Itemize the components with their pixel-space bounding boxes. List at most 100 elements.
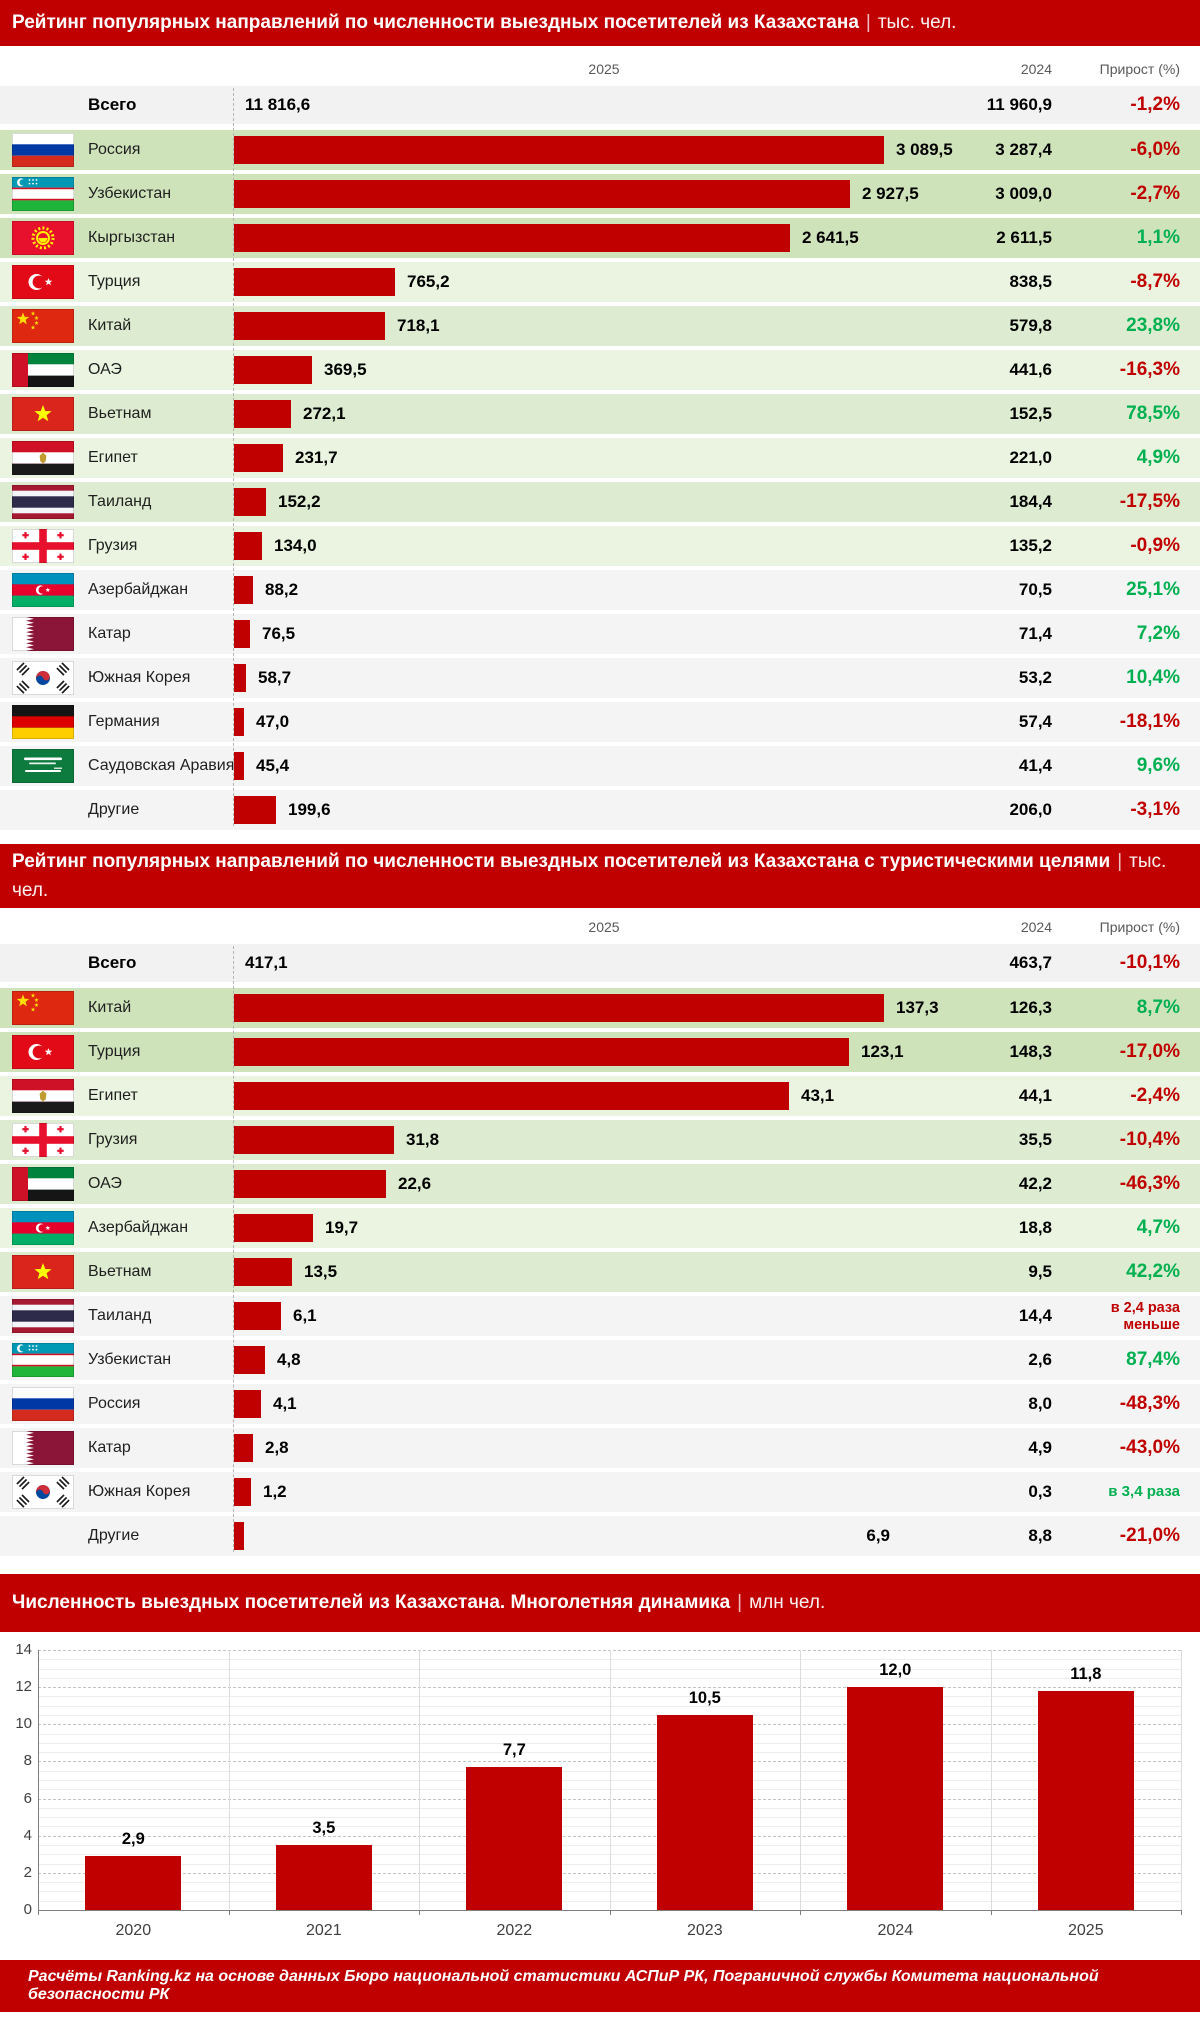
value-2025: 137,3 (896, 998, 939, 1017)
bar-2025 (234, 576, 253, 604)
value-2025: 47,0 (256, 712, 290, 731)
country-label: Китай (88, 999, 132, 1016)
bar-2025 (234, 994, 884, 1022)
country-label: Южная Корея (88, 669, 191, 686)
growth-value: -46,3% (1119, 1173, 1180, 1194)
value-2025: 199,6 (288, 800, 331, 819)
bar-2025 (234, 1258, 292, 1286)
table-row: Узбекистан 2 927,5 3 009,0 -2,7% (0, 174, 1200, 214)
growth-value: 7,2% (1136, 623, 1180, 644)
bar-2025 (234, 1214, 313, 1242)
table1-column-2024: 2024 (1020, 61, 1052, 77)
bar-2025 (234, 752, 244, 780)
value-2024: 2 611,5 (996, 228, 1052, 247)
total-growth: -1,2% (1130, 94, 1180, 115)
value-2025: 2,8 (265, 1438, 289, 1457)
value-2024: 221,0 (1009, 448, 1052, 467)
y-axis-label: 2 (23, 1863, 32, 1881)
table-row: Другие 199,6 206,0 -3,1% (0, 790, 1200, 830)
value-2025: 134,0 (274, 536, 317, 555)
growth-value: 4,7% (1136, 1217, 1180, 1238)
value-2025: 43,1 (801, 1086, 835, 1105)
growth-value: -18,1% (1119, 711, 1180, 732)
total-label: Всего (88, 953, 137, 972)
bar-2025 (234, 1126, 394, 1154)
country-label: Вьетнам (88, 1263, 152, 1280)
flag-uae-icon (12, 1167, 74, 1201)
source-footer: Расчёты Ranking.kz на основе данных Бюро… (0, 1960, 1200, 2012)
value-2024: 44,1 (1018, 1086, 1052, 1105)
value-2024: 35,5 (1018, 1130, 1052, 1149)
bar-2025 (234, 1038, 849, 1066)
table2-column-headers: 2025 2024 Прирост (%) (0, 908, 1200, 944)
growth-value: 9,6% (1136, 755, 1180, 776)
source-text: Расчёты Ranking.kz на основе данных Бюро… (28, 1968, 1099, 2003)
bar-2025 (234, 620, 250, 648)
x-axis-category-label: 2024 (877, 1922, 914, 1939)
flag-turkey-icon (12, 265, 74, 299)
table-row: Саудовская Аравия 45,4 41,4 9,6% (0, 746, 1200, 786)
category-gridline (1181, 1650, 1182, 1910)
country-label: Азербайджан (88, 1219, 189, 1236)
growth-value: -3,1% (1130, 799, 1180, 820)
value-2025: 45,4 (256, 756, 290, 775)
category-gridline (609, 1650, 611, 1910)
flag-south-korea-icon (12, 661, 74, 695)
growth-value: -2,7% (1130, 183, 1180, 204)
country-label: Таиланд (88, 493, 152, 510)
growth-value: 87,4% (1126, 1349, 1180, 1370)
growth-value: 8,7% (1136, 997, 1180, 1018)
table-row: Узбекистан 4,8 2,6 87,4% (0, 1340, 1200, 1380)
bar-2020 (85, 1856, 182, 1910)
growth-value: -43,0% (1119, 1437, 1180, 1458)
table-row: Грузия 31,8 35,5 -10,4% (0, 1120, 1200, 1160)
value-2024: 579,8 (1009, 316, 1052, 335)
total-value-2024: 463,7 (1009, 953, 1052, 972)
growth-value: -10,4% (1119, 1129, 1180, 1150)
flag-china-icon (12, 309, 74, 343)
table-row: Азербайджан 88,2 70,5 25,1% (0, 570, 1200, 610)
country-label: Другие (88, 1527, 140, 1544)
flag-russia-icon (12, 1387, 74, 1421)
value-2025: 718,1 (397, 316, 440, 335)
x-axis-category-label: 2025 (1068, 1922, 1104, 1939)
total-growth: -10,1% (1119, 952, 1180, 973)
country-label: Узбекистан (88, 185, 172, 202)
bar-2023 (656, 1715, 753, 1910)
bar-2025 (234, 268, 395, 296)
yearly-bar-chart: 0 2 4 6 8 10 12 14 2,9 2020 3,5 2021 7,7 2022 10,5 2023… (0, 1632, 1200, 1960)
flag-uae-icon (12, 353, 74, 387)
value-2024: 8,0 (1028, 1394, 1052, 1413)
country-label: Египет (88, 1087, 138, 1104)
table-row: Другие 6,9 8,8 -21,0% (0, 1516, 1200, 1556)
flag-kyrgyzstan-icon (12, 221, 74, 255)
baseline-dashed-line (233, 946, 234, 1552)
bar-2025 (234, 1346, 265, 1374)
table1-column-headers: 2025 2024 Прирост (%) (0, 46, 1200, 86)
bar-2025 (234, 400, 291, 428)
growth-value: в 2,4 раза меньше (1110, 1300, 1180, 1333)
growth-value: -17,5% (1119, 491, 1180, 512)
table-row: Кыргызстан 2 641,5 2 611,5 1,1% (0, 218, 1200, 258)
flag-vietnam-icon (12, 397, 74, 431)
bar-2025 (234, 224, 790, 252)
growth-value: -2,4% (1130, 1085, 1180, 1106)
section1-title: Рейтинг популярных направлений по числен… (12, 12, 859, 33)
flag-germany-icon (12, 705, 74, 739)
value-2024: 4,9 (1028, 1438, 1052, 1457)
value-2024: 184,4 (1009, 492, 1052, 511)
table-row: Вьетнам 272,1 152,5 78,5% (0, 394, 1200, 434)
value-2024: 57,4 (1018, 712, 1052, 731)
table-row: Египет 43,1 44,1 -2,4% (0, 1076, 1200, 1116)
growth-value: -16,3% (1119, 359, 1180, 380)
value-2025: 2 927,5 (862, 184, 919, 203)
title-separator: | (865, 12, 871, 33)
total-value-2024: 11 960,9 (986, 95, 1052, 114)
value-2024: 3 287,4 (995, 140, 1052, 159)
total-row: Всего 417,1 463,7 -10,1% (0, 944, 1200, 982)
flag-saudi-arabia-icon (12, 749, 74, 783)
table-row: Южная Корея 1,2 0,3 в 3,4 раза (0, 1472, 1200, 1512)
bar-2022 (466, 1767, 563, 1910)
value-2024: 3 009,0 (995, 184, 1052, 203)
growth-value: 78,5% (1126, 403, 1180, 424)
